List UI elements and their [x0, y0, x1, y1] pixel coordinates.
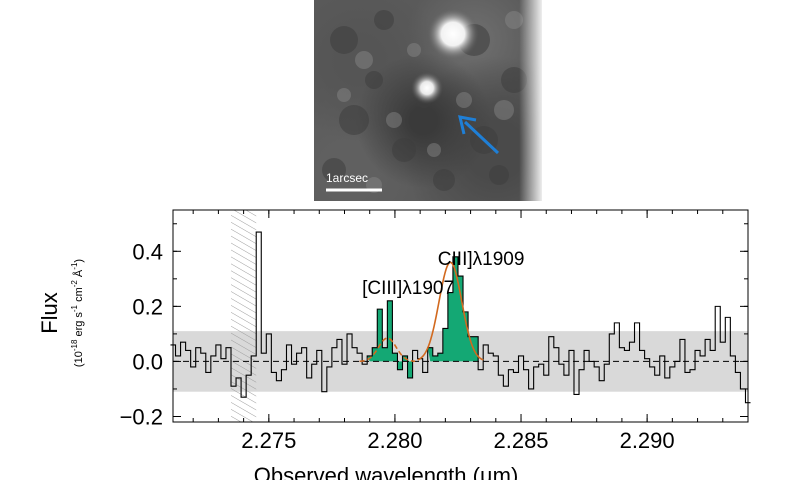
galaxy-image: 1arcsec: [314, 0, 542, 201]
masked-region: [231, 210, 257, 422]
x-tick-label: 2.280: [367, 428, 422, 453]
gaussian-fit-2: [417, 261, 484, 361]
galaxy-image-overlay: [314, 0, 542, 201]
y-tick-label: 0.4: [132, 239, 163, 264]
arrow-icon: [458, 115, 500, 155]
spectrum-chart: 2.275 2.280 2.285 2.290 −0.2 0.0 0.2 0.4 [CIII]λ…: [37, 209, 751, 480]
gaussian-fit-1: [359, 337, 416, 363]
y-tick-label: 0.0: [132, 349, 163, 374]
y-tick-label: 0.2: [132, 294, 163, 319]
x-tick-label: 2.285: [493, 428, 548, 453]
y-axis-units: (10-18 erg s-1 cm-2 Å-1): [70, 259, 85, 367]
x-tick-label: 2.290: [620, 428, 675, 453]
plot-area: [170, 210, 751, 422]
emission-line-fill-2: [427, 256, 479, 362]
spectrum-line: [170, 231, 751, 404]
y-tick-label: −0.2: [120, 404, 163, 429]
x-axis-label: Observed wavelength (µm): [254, 463, 519, 480]
axes: 2.275 2.280 2.285 2.290 −0.2 0.0 0.2 0.4 [CIII]λ…: [120, 209, 749, 453]
line-annotation-1: [CIII]λ1907: [362, 278, 454, 299]
line-annotation-2: CIII]λ1909: [438, 249, 525, 270]
scale-bar-label: 1arcsec: [326, 171, 369, 185]
y-axis-label: Flux: [37, 292, 62, 334]
x-tick-label: 2.275: [241, 428, 296, 453]
plot-frame: [172, 209, 749, 423]
